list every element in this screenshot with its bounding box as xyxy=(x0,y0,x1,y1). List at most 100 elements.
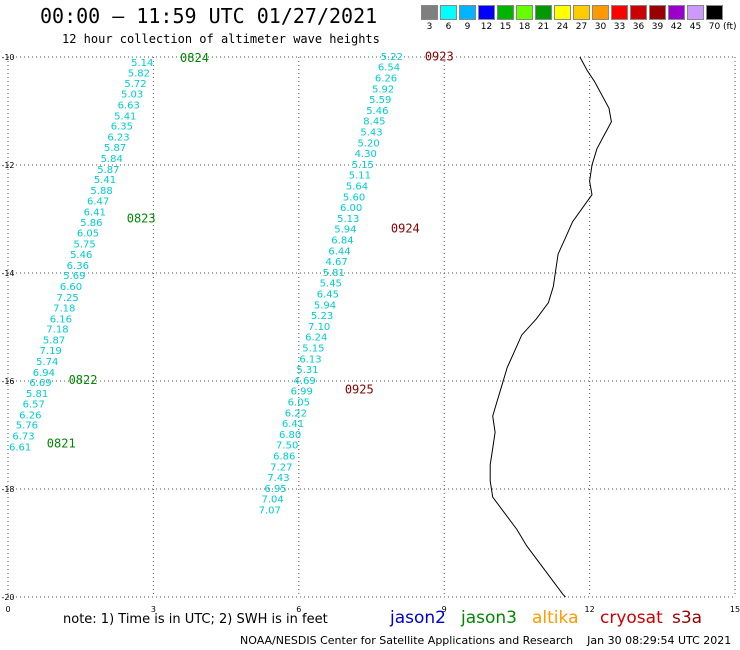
wave-height-value: 6.35 xyxy=(111,122,133,133)
scale-swatch xyxy=(535,5,552,20)
wave-height-value: 5.46 xyxy=(70,250,92,261)
scale-swatch xyxy=(459,5,476,20)
wave-height-value: 6.24 xyxy=(305,333,327,344)
wave-height-value: 7.50 xyxy=(276,441,298,452)
wave-height-value: 5.20 xyxy=(357,138,379,149)
scale-swatch xyxy=(573,5,590,20)
wave-height-value: 5.94 xyxy=(334,225,356,236)
wave-height-value: 6.26 xyxy=(19,410,41,421)
x-tick-label: 6 xyxy=(296,605,301,614)
y-tick-label: -10 xyxy=(1,53,14,62)
wave-height-value: 6.94 xyxy=(33,368,55,379)
wave-height-value: 6.13 xyxy=(299,354,321,365)
wave-height-value: 6.95 xyxy=(264,484,286,495)
wave-height-value: 6.60 xyxy=(60,282,82,293)
wave-height-value: 5.69 xyxy=(63,271,85,282)
scale-swatch xyxy=(649,5,666,20)
wave-height-value: 5.43 xyxy=(360,128,382,139)
scale-label: 21 xyxy=(537,22,550,32)
wave-height-value: 6.57 xyxy=(23,400,45,411)
coastline xyxy=(489,56,612,598)
wave-height-value: 5.92 xyxy=(372,84,394,95)
wave-height-value: 5.87 xyxy=(43,335,65,346)
wave-height-value: 4.67 xyxy=(325,257,347,268)
scale-swatch xyxy=(497,5,514,20)
wave-height-value: 6.36 xyxy=(67,261,89,272)
wave-height-value: 6.26 xyxy=(375,74,397,85)
wave-height-value: 7.27 xyxy=(270,462,292,473)
satellite-altika: altika xyxy=(532,608,579,628)
wave-height-value: 6.22 xyxy=(285,408,307,419)
wave-height-value: 8.45 xyxy=(363,117,385,128)
wave-height-value: 6.05 xyxy=(288,398,310,409)
scale-swatch xyxy=(421,5,438,20)
scale-label: 27 xyxy=(575,22,588,32)
y-tick-label: -12 xyxy=(1,161,14,170)
scale-label: 33 xyxy=(613,22,626,32)
wave-height-value: 6.05 xyxy=(77,229,99,240)
wave-height-value: 5.13 xyxy=(337,214,359,225)
wave-height-value: 6.00 xyxy=(340,203,362,214)
credit-line: NOAA/NESDIS Center for Satellite Applica… xyxy=(240,634,732,647)
pass-time-label: 0822 xyxy=(69,373,98,387)
scale-label: 45 xyxy=(689,22,702,32)
wave-height-value: 7.18 xyxy=(53,304,75,315)
scale-swatch xyxy=(592,5,609,20)
wave-height-value: 5.15 xyxy=(352,160,374,171)
wave-height-value: 5.82 xyxy=(128,69,150,80)
wave-height-value: 5.87 xyxy=(97,165,119,176)
wave-height-value: 5.86 xyxy=(80,218,102,229)
wave-height-value: 7.25 xyxy=(56,293,78,304)
scale-swatch xyxy=(478,5,495,20)
wave-height-value: 6.54 xyxy=(378,63,400,74)
wave-height-value: 6.45 xyxy=(317,290,339,301)
wave-height-value: 5.14 xyxy=(131,58,153,69)
scale-label: 42 xyxy=(670,22,683,32)
scale-label: 15 xyxy=(499,22,512,32)
wave-height-value: 5.46 xyxy=(366,106,388,117)
pass-time-label: 0924 xyxy=(391,222,420,236)
wave-height-value: 7.10 xyxy=(308,322,330,333)
map-title: 00:00 – 11:59 UTC 01/27/2021 xyxy=(40,4,378,28)
wave-height-value: 5.88 xyxy=(90,186,112,197)
wave-height-value: 6.69 xyxy=(29,378,51,389)
scale-label: 36 xyxy=(632,22,645,32)
wave-height-value: 5.74 xyxy=(36,357,58,368)
footnote: note: 1) Time is in UTC; 2) SWH is in fe… xyxy=(63,612,328,627)
scale-swatch xyxy=(516,5,533,20)
wave-height-value: 5.23 xyxy=(311,311,333,322)
wave-height-value: 6.99 xyxy=(291,387,313,398)
x-tick-label: 3 xyxy=(151,605,156,614)
scale-label: 70 xyxy=(708,22,721,32)
axis-ticks: 0 3 6 9 12 15 -10 -12 -14 -16 -18 -20 xyxy=(1,53,740,614)
wave-height-value: 6.61 xyxy=(9,442,31,453)
wave-height-value: 5.84 xyxy=(101,154,123,165)
satellite-jason2: jason2 xyxy=(390,608,446,628)
scale-label: 9 xyxy=(464,22,471,32)
y-tick-label: -14 xyxy=(1,269,14,278)
wave-height-value: 5.45 xyxy=(320,279,342,290)
scale-unit: (ft) xyxy=(723,22,737,32)
wave-height-value: 5.94 xyxy=(314,300,336,311)
wave-height-value: 5.72 xyxy=(124,79,146,90)
wave-height-value: 5.87 xyxy=(104,143,126,154)
x-tick-label: 12 xyxy=(585,605,595,614)
scale-label: 30 xyxy=(594,22,607,32)
wave-height-value: 5.60 xyxy=(343,192,365,203)
time-labels: 0824 0823 0822 0821 0923 0924 0925 xyxy=(47,49,454,450)
wave-height-value: 5.81 xyxy=(26,389,48,400)
scale-swatch xyxy=(706,5,723,20)
wave-height-value: 5.15 xyxy=(302,344,324,355)
wave-height-value: 6.41 xyxy=(282,419,304,430)
satellite-cryosat: cryosat xyxy=(600,608,663,628)
pass-time-label: 0925 xyxy=(345,383,374,397)
wave-height-value: 7.04 xyxy=(262,495,284,506)
satellite-s3a: s3a xyxy=(672,608,703,628)
wave-height-value: 5.41 xyxy=(94,175,116,186)
scale-label: 3 xyxy=(426,22,433,32)
wave-height-value: 4.69 xyxy=(293,376,315,387)
wave-height-value: 5.75 xyxy=(73,239,95,250)
wave-height-value: 5.41 xyxy=(114,111,136,122)
x-tick-label: 15 xyxy=(730,605,740,614)
